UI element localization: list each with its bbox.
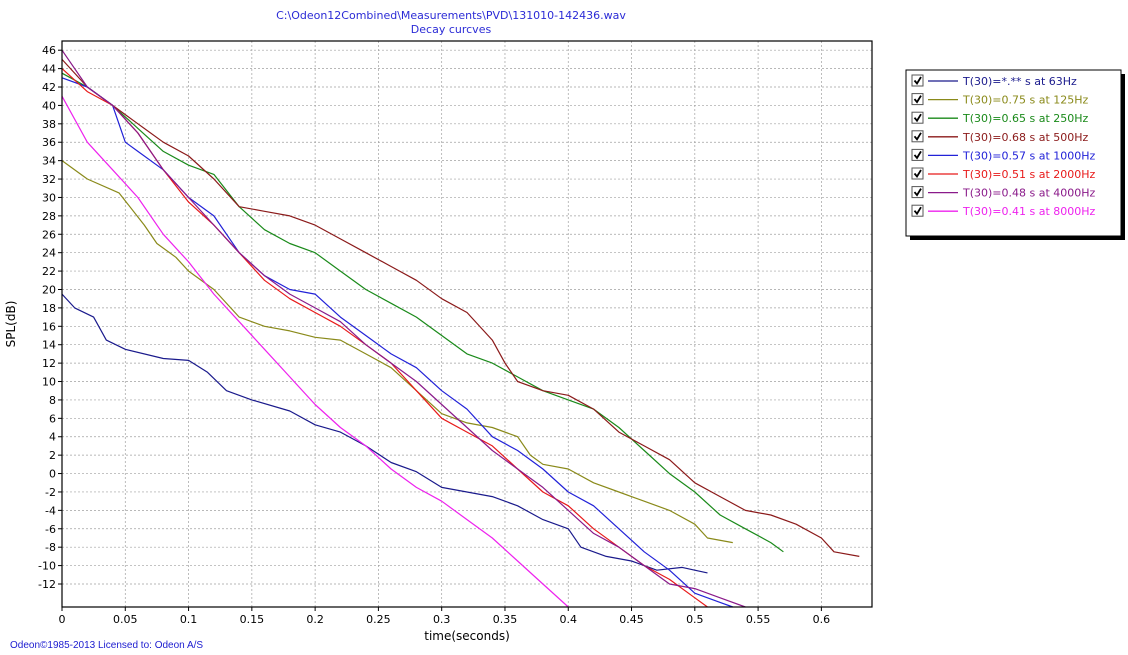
y-tick-label: 14: [42, 339, 56, 352]
y-tick-label: 46: [42, 44, 56, 57]
check-icon: [913, 76, 922, 86]
x-tick-label: 0.2: [306, 613, 324, 626]
y-tick-label: 8: [49, 394, 56, 407]
x-tick-label: 0.4: [560, 613, 578, 626]
legend-label: T(30)=0.41 s at 8000Hz: [962, 205, 1096, 218]
series-line-5: [61, 68, 708, 608]
y-tick-label: 36: [42, 136, 56, 149]
series-lines: [61, 49, 860, 608]
y-tick-label: 40: [42, 99, 56, 112]
x-tick-label: 0.25: [366, 613, 391, 626]
legend-label: T(30)=0.57 s at 1000Hz: [962, 149, 1096, 162]
y-tick-label: -4: [45, 504, 56, 517]
series-line-3: [61, 58, 860, 557]
chart-title-path: C:\Odeon12Combined\Measurements\PVD\1310…: [276, 9, 626, 22]
series-line-6: [61, 49, 746, 608]
y-tick-label: -10: [38, 560, 56, 573]
legend-checkbox[interactable]: [911, 93, 924, 106]
x-tick-label: 0: [59, 613, 66, 626]
y-tick-label: 4: [49, 431, 56, 444]
legend-shadow-right: [1121, 74, 1125, 240]
check-icon: [913, 188, 922, 197]
legend: T(30)=*.** s at 63Hz T(30)=0.75 s at 125H…: [911, 74, 1096, 218]
footer-license: Odeon©1985-2013 Licensed to: Odeon A/S: [10, 640, 204, 651]
x-tick-label: 0.15: [240, 613, 265, 626]
legend-label: T(30)=*.** s at 63Hz: [962, 75, 1077, 88]
series-line-7: [61, 95, 569, 608]
y-tick-label: 44: [42, 63, 56, 76]
legend-checkbox[interactable]: [911, 186, 924, 199]
x-tick-label: 0.45: [619, 613, 644, 626]
y-tick-label: 32: [42, 173, 56, 186]
legend-checkbox[interactable]: [911, 167, 924, 180]
check-icon: [913, 95, 922, 104]
chart-title: Decay curcves: [411, 23, 492, 36]
y-tick-label: 24: [42, 247, 56, 260]
y-tick-label: -2: [45, 486, 56, 499]
x-tick-labels: 0 0.05 0.1 0.15 0.2 0.25 0.3 0.35 0.4 0.45 0.5 0.55…: [59, 607, 831, 626]
x-tick-label: 0.3: [433, 613, 451, 626]
y-tick-label: 22: [42, 265, 56, 278]
legend-checkbox[interactable]: [911, 111, 924, 124]
legend-box: [905, 69, 1122, 237]
check-icon: [913, 169, 922, 179]
x-tick-label: 0.1: [180, 613, 198, 626]
check-icon: [913, 132, 922, 141]
y-tick-label: 34: [42, 155, 56, 168]
series-line-0: [61, 293, 708, 574]
y-tick-label: 6: [49, 412, 56, 425]
x-tick-label: 0.6: [813, 613, 831, 626]
check-icon: [913, 206, 922, 216]
y-tick-label: 42: [42, 81, 56, 94]
series-line-4: [61, 77, 734, 608]
y-tick-label: 12: [42, 357, 56, 370]
legend-checkbox[interactable]: [911, 130, 924, 143]
y-tick-label: 20: [42, 283, 56, 296]
legend-label: T(30)=0.75 s at 125Hz: [962, 94, 1089, 107]
y-tick-label: 38: [42, 118, 56, 131]
check-icon: [913, 113, 922, 123]
y-tick-label: 2: [49, 449, 56, 462]
legend-checkbox[interactable]: [911, 74, 924, 87]
y-tick-label: 0: [49, 468, 56, 481]
legend-label: T(30)=0.48 s at 4000Hz: [962, 187, 1096, 200]
x-axis-title: time(seconds): [424, 629, 510, 643]
y-tick-labels: -12-10-8-6-4-202468101214161820222426283…: [38, 44, 62, 591]
x-tick-label: 0.35: [493, 613, 518, 626]
y-tick-label: 26: [42, 228, 56, 241]
legend-label: T(30)=0.65 s at 250Hz: [962, 112, 1089, 125]
x-tick-label: 0.5: [686, 613, 704, 626]
check-icon: [913, 150, 922, 160]
legend-shadow-bottom: [910, 236, 1125, 240]
grid: [61, 41, 872, 607]
legend-label: T(30)=0.51 s at 2000Hz: [962, 168, 1096, 181]
y-tick-label: 16: [42, 320, 56, 333]
legend-label: T(30)=0.68 s at 500Hz: [962, 131, 1089, 144]
x-tick-label: 0.55: [746, 613, 771, 626]
y-axis-title: SPL(dB): [4, 301, 18, 348]
x-tick-label: 0.05: [113, 613, 138, 626]
y-tick-label: -8: [45, 541, 56, 554]
legend-checkbox[interactable]: [911, 204, 924, 217]
y-tick-label: -12: [38, 578, 56, 591]
y-tick-label: 30: [42, 191, 56, 204]
legend-checkbox[interactable]: [911, 148, 924, 161]
y-tick-label: 10: [42, 376, 56, 389]
plot-area-frame: [61, 40, 873, 608]
series-line-2: [61, 72, 784, 553]
y-tick-label: 18: [42, 302, 56, 315]
y-tick-label: 28: [42, 210, 56, 223]
y-tick-label: -6: [45, 523, 56, 536]
series-line-1: [61, 160, 733, 544]
